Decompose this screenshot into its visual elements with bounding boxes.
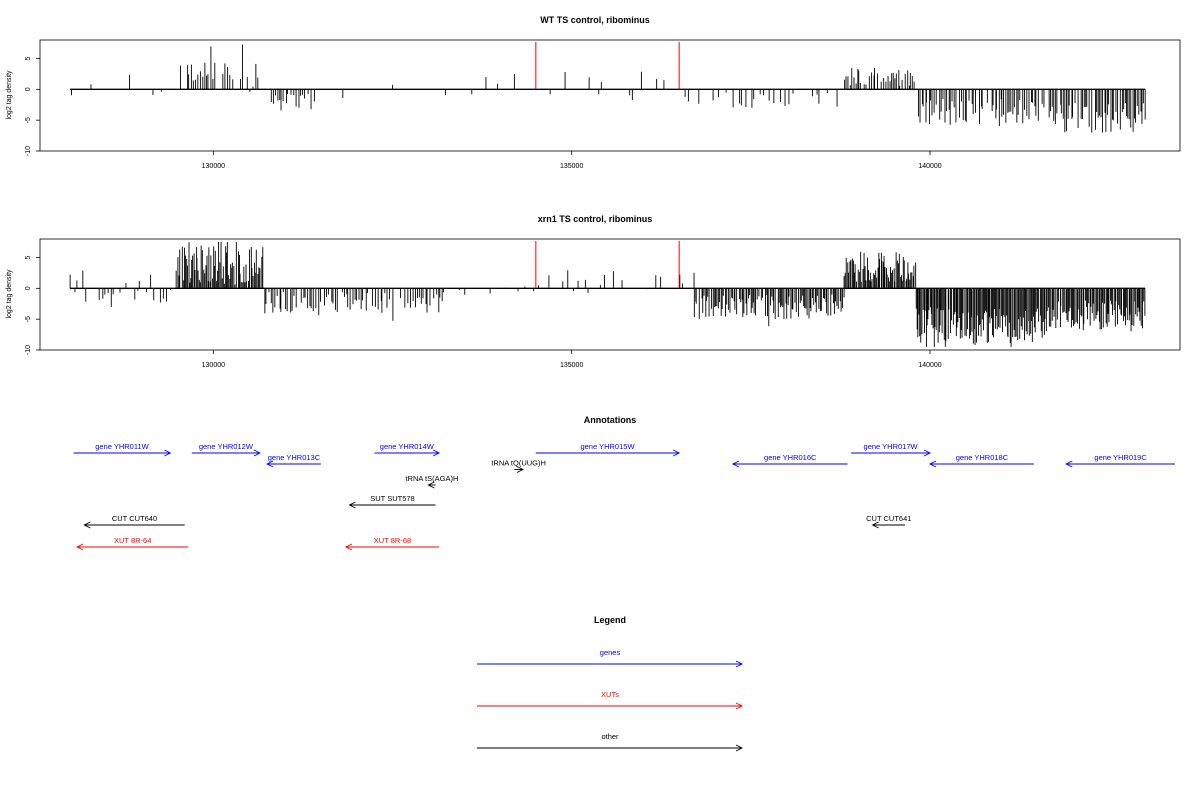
wt-coverage-panel: WT TS control, ribominus log2 tag densit… bbox=[6, 15, 1181, 170]
feature-label: gene YHR013C bbox=[268, 453, 321, 462]
x-tick-label: 140000 bbox=[918, 163, 941, 170]
annotation-feature: gene YHR015W bbox=[535, 442, 681, 457]
legend-label: XUTs bbox=[601, 690, 619, 699]
feature-label: gene YHR014W bbox=[380, 442, 435, 451]
y-tick-label: -5 bbox=[25, 316, 32, 322]
annotation-feature: gene YHR019C bbox=[1065, 453, 1175, 468]
y-tick-label: 5 bbox=[25, 255, 32, 259]
x-tick-label: 130000 bbox=[202, 163, 225, 170]
xrn1-y-axis-label: log2 tag density bbox=[6, 269, 13, 319]
annotation-feature: SUT SUT578 bbox=[348, 494, 436, 509]
feature-label: gene YHR015W bbox=[580, 442, 635, 451]
legend-arrow-head bbox=[735, 702, 744, 710]
feature-label: gene YHR018C bbox=[956, 453, 1009, 462]
annotation-feature: tRNA tQ(UUG)H bbox=[491, 459, 546, 473]
annotation-feature: gene YHR011W bbox=[73, 442, 172, 457]
legend-arrow-head bbox=[735, 660, 744, 668]
feature-arrow-head bbox=[432, 449, 441, 457]
legend-label: genes bbox=[600, 648, 621, 657]
annotations-title: Annotations bbox=[584, 415, 637, 425]
feature-arrow-head bbox=[731, 460, 740, 468]
annotation-feature: gene YHR012W bbox=[191, 442, 261, 457]
x-tick-label: 135000 bbox=[560, 163, 583, 170]
annotation-feature: gene YHR016C bbox=[731, 453, 848, 468]
annotation-feature: tRNA tS(AGA)H bbox=[405, 474, 458, 489]
annotation-feature: gene YHR017W bbox=[851, 442, 932, 457]
feature-arrow-head bbox=[76, 543, 84, 551]
feature-arrow-head bbox=[1065, 460, 1073, 468]
wt-plot-frame bbox=[39, 39, 1181, 152]
y-tick-label: 0 bbox=[25, 286, 32, 290]
feature-label: CUT CUT640 bbox=[112, 514, 157, 523]
annotation-feature: gene YHR018C bbox=[928, 453, 1034, 468]
feature-label: gene YHR016C bbox=[764, 453, 817, 462]
annotation-feature: CUT CUT641 bbox=[866, 514, 911, 529]
x-tick-label: 135000 bbox=[560, 362, 583, 369]
feature-arrow-head bbox=[516, 466, 524, 473]
annotation-feature: CUT CUT640 bbox=[83, 514, 185, 529]
y-tick-label: -10 bbox=[25, 146, 32, 156]
feature-label: gene YHR017W bbox=[864, 442, 919, 451]
x-tick-label: 130000 bbox=[202, 362, 225, 369]
legend-arrow-head bbox=[735, 744, 744, 752]
legend-item: genes bbox=[477, 648, 744, 668]
annotation-feature: gene YHR014W bbox=[374, 442, 441, 457]
feature-arrow-head bbox=[923, 449, 932, 457]
feature-label: CUT CUT641 bbox=[866, 514, 911, 523]
wt-axes: 130000 135000 140000 -10 -5 0 5 bbox=[25, 56, 942, 170]
annotations-track: Annotations gene YHR011W gene YHR012Wgene… bbox=[73, 415, 1175, 551]
feature-label: tRNA tQ(UUG)H bbox=[491, 459, 546, 468]
feature-label: gene YHR019C bbox=[1094, 453, 1147, 462]
feature-label: gene YHR012W bbox=[199, 442, 254, 451]
feature-arrow-head bbox=[266, 460, 274, 468]
y-tick-label: 5 bbox=[25, 56, 32, 60]
feature-label: XUT 8R-64 bbox=[114, 536, 151, 545]
xrn1-coverage-panel: xrn1 TS control, ribominus log2 tag dens… bbox=[6, 214, 1181, 369]
annotation-feature: gene YHR013C bbox=[266, 453, 321, 468]
feature-label: XUT 8R-68 bbox=[374, 536, 411, 545]
legend-title: Legend bbox=[594, 615, 626, 625]
annotation-feature: XUT 8R-68 bbox=[344, 536, 440, 551]
x-tick-label: 140000 bbox=[918, 362, 941, 369]
xrn1-axes: 130000 135000 140000 -10 -5 0 5 bbox=[25, 255, 942, 369]
feature-arrow-head bbox=[427, 481, 435, 489]
legend-item: other bbox=[477, 732, 744, 752]
legend-label: other bbox=[601, 732, 619, 741]
feature-label: tRNA tS(AGA)H bbox=[405, 474, 458, 483]
legend-items: genes XUTs other bbox=[477, 648, 744, 752]
feature-arrow-head bbox=[928, 460, 937, 468]
legend-item: XUTs bbox=[477, 690, 744, 710]
feature-label: gene YHR011W bbox=[95, 442, 149, 451]
legend: Legend genes XUTs other bbox=[477, 615, 744, 752]
annotation-feature: XUT 8R-64 bbox=[76, 536, 189, 551]
xrn1-plot-frame bbox=[39, 238, 1181, 351]
feature-arrow-head bbox=[871, 521, 879, 529]
feature-label: SUT SUT578 bbox=[370, 494, 414, 503]
y-tick-label: 0 bbox=[25, 87, 32, 91]
feature-arrow-head bbox=[344, 543, 353, 551]
feature-arrow-head bbox=[83, 521, 91, 529]
feature-arrow-head bbox=[672, 449, 681, 457]
wt-y-axis-label: log2 tag density bbox=[6, 70, 13, 120]
y-tick-label: -5 bbox=[25, 117, 32, 123]
annotation-features: gene YHR011W gene YHR012W gene YHR013C gene… bbox=[73, 442, 1175, 551]
feature-arrow-head bbox=[253, 449, 261, 457]
xrn1-panel-title: xrn1 TS control, ribominus bbox=[538, 214, 653, 224]
feature-arrow-head bbox=[348, 501, 356, 509]
wt-bars bbox=[70, 42, 1146, 133]
xrn1-bars bbox=[69, 241, 1146, 347]
y-tick-label: -10 bbox=[25, 345, 32, 355]
wt-panel-title: WT TS control, ribominus bbox=[540, 15, 650, 25]
feature-arrow-head bbox=[164, 449, 172, 457]
